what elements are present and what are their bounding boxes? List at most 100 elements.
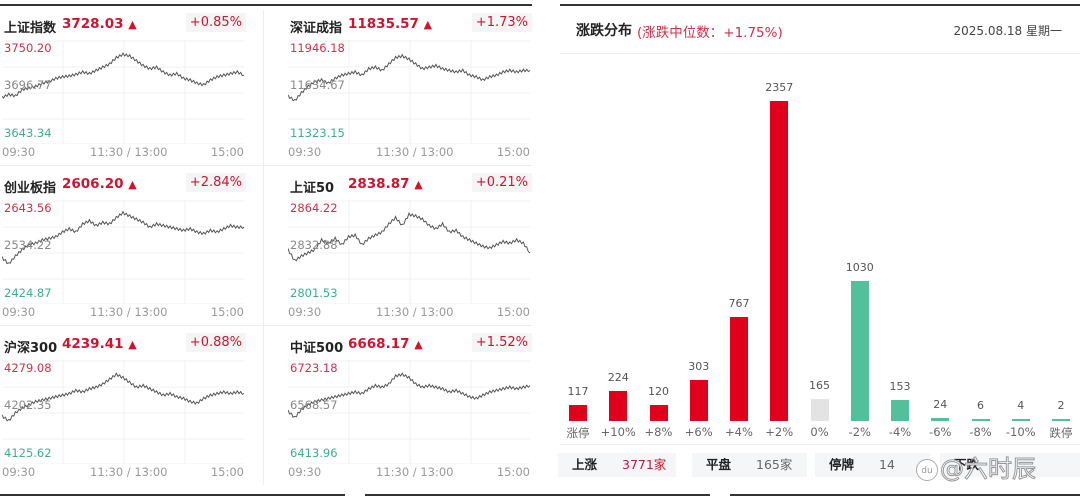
distribution-bar[interactable] [810, 398, 829, 421]
bar-value-label: 4 [1017, 399, 1025, 412]
low-value-label: 11323.15 [290, 126, 345, 140]
index-card[interactable]: 深证成指 11835.57 ▲ +1.73% 11946.18 11634.67… [288, 0, 532, 160]
trade-date: 2025.08.18 星期一 [953, 24, 1062, 38]
panel-title: 涨跌分布 [576, 23, 632, 39]
time-axis-start: 09:30 [2, 305, 36, 319]
change-percent-badge: +1.52% [471, 333, 532, 352]
bar-category-label: +2% [765, 425, 794, 439]
bar-category-label: +4% [725, 425, 753, 439]
stat-value: 165家 [756, 457, 793, 472]
bar-value-label: 165 [809, 378, 830, 392]
intraday-sparkline [2, 360, 245, 464]
prev-close-label: 3696.77 [4, 78, 52, 92]
distribution-bar[interactable] [850, 281, 869, 421]
prev-close-label: 2534.22 [4, 238, 52, 252]
index-price: 3728.03 ▲ [62, 16, 137, 32]
up-arrow-icon: ▲ [414, 338, 423, 351]
bar-category-label: -8% [969, 425, 992, 439]
distribution-bar[interactable] [770, 101, 789, 421]
time-axis-start: 09:30 [288, 145, 322, 159]
top-rule-right [560, 4, 1080, 6]
distribution-bar[interactable] [971, 419, 990, 421]
up-arrow-icon: ▲ [128, 338, 137, 351]
low-value-label: 4125.62 [4, 446, 52, 460]
time-axis-end: 15:00 [496, 145, 530, 159]
distribution-bar[interactable] [1052, 419, 1070, 421]
row-divider [0, 165, 532, 166]
bar-value-label: 6 [977, 399, 984, 412]
bar-value-label: 117 [567, 385, 589, 399]
time-axis-mid: 11:30 / 13:00 [376, 305, 454, 319]
time-axis-mid: 11:30 / 13:00 [376, 145, 454, 159]
time-axis-end: 15:00 [496, 465, 530, 479]
index-card[interactable]: 中证500 6668.17 ▲ +1.52% 6723.18 6568.57 6… [288, 320, 532, 480]
distribution-bar[interactable] [649, 404, 668, 421]
index-name: 沪深300 [4, 341, 58, 356]
stat-value: 3771家 [622, 457, 667, 472]
time-axis-start: 09:30 [288, 305, 322, 319]
column-separator [263, 10, 264, 485]
intraday-sparkline [288, 40, 531, 144]
intraday-sparkline [2, 200, 245, 304]
time-axis-mid: 11:30 / 13:00 [90, 145, 168, 159]
up-arrow-icon: ▲ [423, 18, 433, 31]
distribution-bar[interactable] [609, 390, 628, 421]
change-percent-badge: +0.85% [185, 13, 246, 32]
chart-baseline-divider [560, 444, 1080, 445]
up-arrow-icon: ▲ [128, 178, 137, 191]
bottom-rule-3 [730, 494, 1080, 496]
prev-close-label: 11634.67 [290, 78, 345, 92]
bar-value-label: 153 [889, 380, 911, 394]
time-axis-end: 15:00 [210, 305, 244, 319]
panel-header-divider [560, 53, 1080, 54]
low-value-label: 2801.53 [290, 286, 338, 300]
time-axis-start: 09:30 [2, 145, 36, 159]
bar-value-label: 767 [728, 296, 750, 310]
high-value-label: 2864.22 [290, 201, 338, 215]
bar-value-label: 1030 [845, 261, 874, 275]
bar-value-label: 303 [688, 359, 710, 373]
bar-category-label: +8% [644, 425, 673, 439]
high-value-label: 4279.08 [4, 361, 52, 375]
index-price: 6668.17 ▲ [348, 336, 423, 352]
bottom-rule-1 [0, 494, 345, 496]
watermark: du @六时辰 [916, 449, 1037, 484]
index-card[interactable]: 沪深300 4239.41 ▲ +0.88% 4279.08 4202.35 4… [2, 320, 246, 480]
distribution-bar[interactable] [1011, 419, 1030, 421]
stat-1: 平盘 165家 [692, 453, 807, 477]
change-percent-badge: +1.73% [471, 13, 532, 32]
time-axis-mid: 11:30 / 13:00 [90, 305, 168, 319]
bar-category-label: -4% [888, 425, 912, 439]
high-value-label: 6723.18 [290, 361, 338, 375]
prev-close-label: 4202.35 [4, 398, 52, 412]
time-axis-end: 15:00 [210, 145, 244, 159]
index-price: 11835.57 ▲ [348, 16, 433, 32]
index-price: 2838.87 ▲ [348, 176, 423, 192]
bottom-rule-2 [365, 494, 710, 496]
bar-category-label: -6% [929, 425, 952, 439]
change-percent-badge: +0.21% [471, 173, 532, 192]
up-arrow-icon: ▲ [414, 178, 423, 191]
distribution-bar[interactable] [689, 379, 708, 421]
distribution-bar[interactable] [891, 400, 909, 421]
bar-category-label: 0% [810, 425, 829, 439]
time-axis-end: 15:00 [496, 305, 530, 319]
distribution-bar[interactable] [730, 316, 748, 421]
low-value-label: 2424.87 [4, 286, 52, 300]
bar-category-label: -10% [1005, 425, 1036, 439]
bar-value-label: 2357 [765, 81, 794, 94]
bar-category-label: 涨停 [566, 426, 590, 440]
high-value-label: 3750.20 [4, 41, 52, 55]
time-axis-start: 09:30 [288, 465, 322, 479]
index-card[interactable]: 上证指数 3728.03 ▲ +0.85% 3750.20 3696.77 36… [2, 0, 246, 160]
index-card[interactable]: 上证50 2838.87 ▲ +0.21% 2864.22 2832.88 28… [288, 160, 532, 320]
time-axis-end: 15:00 [210, 465, 244, 479]
stat-label: 下跌 [954, 457, 980, 472]
intraday-sparkline [288, 360, 531, 464]
distribution-bar[interactable] [569, 405, 587, 421]
high-value-label: 2643.56 [4, 201, 52, 215]
index-card[interactable]: 创业板指 2606.20 ▲ +2.84% 2643.56 2534.22 24… [2, 160, 246, 320]
distribution-bar[interactable] [931, 417, 950, 421]
up-arrow-icon: ▲ [128, 18, 137, 31]
low-value-label: 3643.34 [4, 126, 52, 140]
